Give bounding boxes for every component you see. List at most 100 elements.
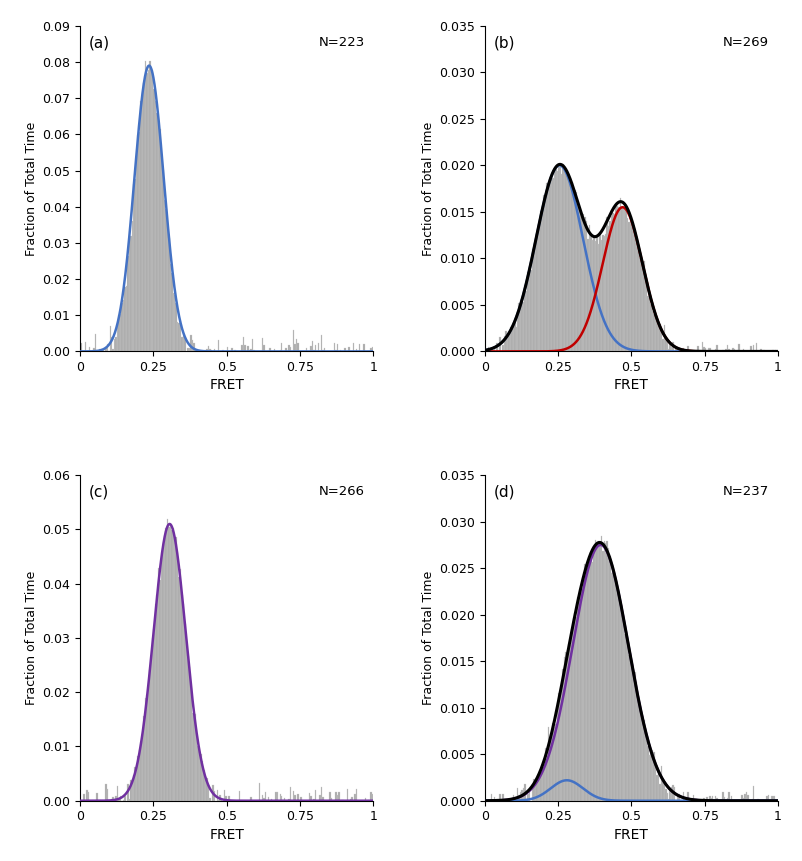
Bar [753,786,755,801]
Bar [561,174,562,351]
Bar [656,321,658,351]
Bar [512,325,514,351]
Bar [743,798,744,801]
Bar [546,759,548,801]
Bar [665,789,666,801]
Bar [666,793,668,801]
Bar [574,189,576,351]
Bar [725,350,727,351]
Bar [520,792,521,801]
Bar [289,345,290,351]
Bar [180,569,181,801]
Bar [626,635,627,801]
Bar [177,322,178,351]
Bar [249,350,250,351]
Bar [629,655,630,801]
Bar [620,602,621,801]
Bar [589,567,590,801]
Bar [135,178,136,351]
Bar [335,350,337,351]
Bar [586,221,587,351]
Bar [593,237,595,351]
Bar [183,334,184,351]
Bar [144,61,146,351]
Bar [562,164,564,351]
Bar [645,279,646,351]
Text: N=266: N=266 [318,485,365,498]
Bar [263,345,265,351]
Bar [273,349,275,351]
Bar [153,629,155,801]
Bar [241,345,243,351]
Bar [702,342,703,351]
Bar [186,640,187,801]
Bar [508,332,510,351]
Bar [615,585,617,801]
Bar [496,799,498,801]
Bar [146,695,148,801]
Bar [652,750,654,801]
Bar [187,656,188,801]
Bar [671,787,672,801]
Bar [723,797,725,801]
Bar [350,799,351,801]
Bar [672,342,674,351]
Bar [337,796,338,801]
Bar [275,792,277,801]
Bar [184,338,186,351]
Bar [202,761,204,801]
Bar [630,220,631,351]
Bar [289,799,290,801]
Bar [693,795,695,801]
Bar [265,792,266,801]
Bar [690,350,691,351]
Bar [227,347,229,351]
Bar [638,258,640,351]
Bar [658,322,659,351]
Bar [367,800,369,801]
Bar [337,344,338,351]
Bar [162,548,164,801]
Bar [703,347,705,351]
Bar [527,794,529,801]
Bar [583,214,585,351]
Bar [149,61,151,351]
Bar [560,693,561,801]
Bar [565,173,567,351]
Bar [546,183,548,351]
Bar [137,756,139,801]
Bar [156,113,158,351]
Bar [101,350,102,351]
Bar [293,791,294,801]
Bar [646,286,647,351]
Y-axis label: Fraction of Total Time: Fraction of Total Time [26,121,38,256]
Bar [115,796,117,801]
Bar [259,784,261,801]
Bar [618,595,620,801]
Bar [602,550,603,801]
Bar [668,350,670,351]
Bar [618,207,620,351]
X-axis label: FRET: FRET [614,378,649,393]
Bar [557,170,558,351]
Bar [290,347,291,351]
Bar [592,239,593,351]
Bar [128,798,130,801]
Bar [564,657,565,801]
Bar [164,539,165,801]
Bar [514,323,516,351]
Bar [502,344,504,351]
Bar [548,727,549,801]
Bar [580,213,581,351]
Bar [296,338,298,351]
Bar [599,235,601,351]
Bar [178,324,180,351]
Bar [750,346,751,351]
Y-axis label: Fraction of Total Time: Fraction of Total Time [26,571,38,705]
Bar [372,346,374,351]
Bar [716,798,718,801]
Bar [544,195,545,351]
Bar [99,349,101,351]
Bar [542,211,544,351]
Bar [127,784,128,801]
